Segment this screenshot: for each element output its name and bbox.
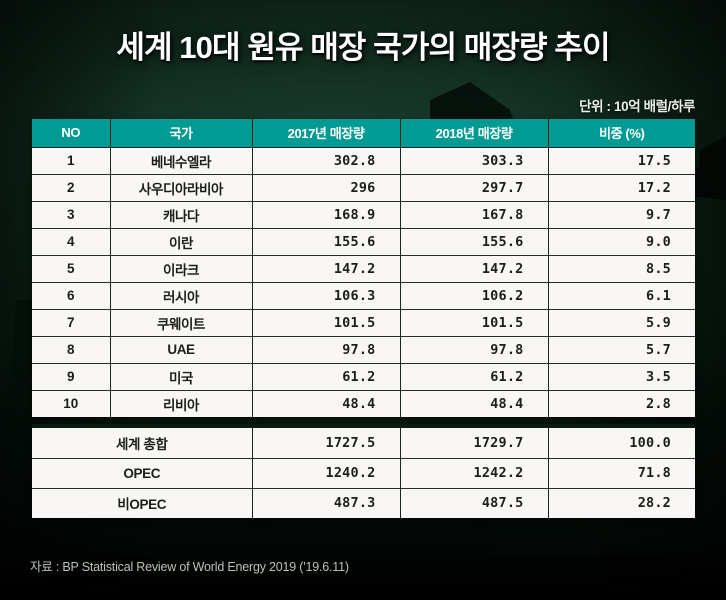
rank-cell: 10 bbox=[32, 390, 111, 417]
country-cell: 러시아 bbox=[110, 282, 253, 310]
country-cell: 미국 bbox=[110, 363, 253, 391]
rank-cell: 9 bbox=[32, 363, 111, 391]
title-area: 세계 10대 원유 매장 국가의 매장량 추이 bbox=[0, 22, 726, 67]
share-cell: 17.5 bbox=[548, 147, 695, 175]
summary-label-cell: 비OPEC bbox=[32, 488, 253, 518]
value-2018-cell: 106.2 bbox=[400, 282, 549, 310]
share-cell: 3.5 bbox=[548, 363, 695, 391]
column-header-no: NO bbox=[32, 119, 111, 148]
table-row: 3 캐나다 168.9 167.8 9.7 bbox=[32, 201, 695, 229]
value-2017-cell: 106.3 bbox=[252, 282, 401, 310]
summary-row: 세계 총합 1727.5 1729.7 100.0 bbox=[32, 428, 695, 459]
table-header-row: NO 국가 2017년 매장량 2018년 매장량 비중 (%) bbox=[32, 119, 695, 148]
summary-table: 세계 총합 1727.5 1729.7 100.0 OPEC 1240.2 1242.2 71… bbox=[32, 428, 695, 518]
rank-cell: 4 bbox=[32, 228, 111, 256]
rank-cell: 6 bbox=[32, 282, 111, 310]
country-cell: 이란 bbox=[110, 228, 253, 256]
rank-cell: 5 bbox=[32, 255, 111, 283]
value-2017-cell: 97.8 bbox=[252, 336, 401, 364]
summary-2018-cell: 1242.2 bbox=[400, 458, 549, 489]
value-2017-cell: 48.4 bbox=[252, 390, 401, 417]
column-header-2017: 2017년 매장량 bbox=[252, 119, 401, 148]
value-2018-cell: 155.6 bbox=[400, 228, 549, 256]
country-cell: 이라크 bbox=[110, 255, 253, 283]
rank-cell: 7 bbox=[32, 309, 111, 337]
value-2017-cell: 296 bbox=[252, 174, 401, 202]
summary-2017-cell: 1727.5 bbox=[252, 428, 401, 459]
share-cell: 17.2 bbox=[548, 174, 695, 202]
table-section-divider bbox=[32, 424, 695, 428]
unit-note: 단위 : 10억 배럴/하루 bbox=[579, 99, 695, 114]
table-row: 4 이란 155.6 155.6 9.0 bbox=[32, 228, 695, 256]
value-2018-cell: 303.3 bbox=[400, 147, 549, 175]
value-2018-cell: 101.5 bbox=[400, 309, 549, 337]
share-cell: 6.1 bbox=[548, 282, 695, 310]
value-2017-cell: 147.2 bbox=[252, 255, 401, 283]
table-row: 9 미국 61.2 61.2 3.5 bbox=[32, 363, 695, 391]
value-2018-cell: 97.8 bbox=[400, 336, 549, 364]
rank-cell: 3 bbox=[32, 201, 111, 229]
country-cell: 사우디아라비아 bbox=[110, 174, 253, 202]
country-cell: 베네수엘라 bbox=[110, 147, 253, 175]
share-cell: 9.7 bbox=[548, 201, 695, 229]
source-note: 자료 : BP Statistical Review of World Ener… bbox=[30, 560, 349, 574]
table-row: 8 UAE 97.8 97.8 5.7 bbox=[32, 336, 695, 364]
value-2017-cell: 168.9 bbox=[252, 201, 401, 229]
summary-share-cell: 71.8 bbox=[548, 458, 695, 489]
value-2018-cell: 297.7 bbox=[400, 174, 549, 202]
value-2018-cell: 61.2 bbox=[400, 363, 549, 391]
summary-share-cell: 28.2 bbox=[548, 488, 695, 518]
summary-2017-cell: 1240.2 bbox=[252, 458, 401, 489]
country-cell: UAE bbox=[110, 336, 253, 364]
table-row: 1 베네수엘라 302.8 303.3 17.5 bbox=[32, 147, 695, 175]
summary-label-cell: OPEC bbox=[32, 458, 253, 489]
summary-2018-cell: 487.5 bbox=[400, 488, 549, 518]
value-2018-cell: 147.2 bbox=[400, 255, 549, 283]
share-cell: 5.7 bbox=[548, 336, 695, 364]
rank-cell: 1 bbox=[32, 147, 111, 175]
value-2018-cell: 167.8 bbox=[400, 201, 549, 229]
table-row: 10 리비아 48.4 48.4 2.8 bbox=[32, 390, 695, 417]
value-2018-cell: 48.4 bbox=[400, 390, 549, 417]
table-row: 7 쿠웨이트 101.5 101.5 5.9 bbox=[32, 309, 695, 337]
summary-row: 비OPEC 487.3 487.5 28.2 bbox=[32, 488, 695, 518]
share-cell: 5.9 bbox=[548, 309, 695, 337]
summary-share-cell: 100.0 bbox=[548, 428, 695, 459]
rank-cell: 8 bbox=[32, 336, 111, 364]
page-title: 세계 10대 원유 매장 국가의 매장량 추이 bbox=[116, 30, 610, 65]
table-row: 5 이라크 147.2 147.2 8.5 bbox=[32, 255, 695, 283]
summary-2017-cell: 487.3 bbox=[252, 488, 401, 518]
column-header-2018: 2018년 매장량 bbox=[400, 119, 549, 148]
country-cell: 쿠웨이트 bbox=[110, 309, 253, 337]
share-cell: 9.0 bbox=[548, 228, 695, 256]
value-2017-cell: 101.5 bbox=[252, 309, 401, 337]
table-row: 6 러시아 106.3 106.2 6.1 bbox=[32, 282, 695, 310]
country-cell: 리비아 bbox=[110, 390, 253, 417]
rank-cell: 2 bbox=[32, 174, 111, 202]
value-2017-cell: 302.8 bbox=[252, 147, 401, 175]
summary-label-cell: 세계 총합 bbox=[32, 428, 253, 459]
summary-2018-cell: 1729.7 bbox=[400, 428, 549, 459]
share-cell: 2.8 bbox=[548, 390, 695, 417]
value-2017-cell: 61.2 bbox=[252, 363, 401, 391]
summary-row: OPEC 1240.2 1242.2 71.8 bbox=[32, 458, 695, 489]
value-2017-cell: 155.6 bbox=[252, 228, 401, 256]
share-cell: 8.5 bbox=[548, 255, 695, 283]
reserves-table: NO 국가 2017년 매장량 2018년 매장량 비중 (%) 1 베네수엘라 3… bbox=[32, 119, 695, 417]
country-cell: 캐나다 bbox=[110, 201, 253, 229]
column-header-country: 국가 bbox=[110, 119, 253, 148]
table-row: 2 사우디아라비아 296 297.7 17.2 bbox=[32, 174, 695, 202]
column-header-share: 비중 (%) bbox=[548, 119, 695, 148]
